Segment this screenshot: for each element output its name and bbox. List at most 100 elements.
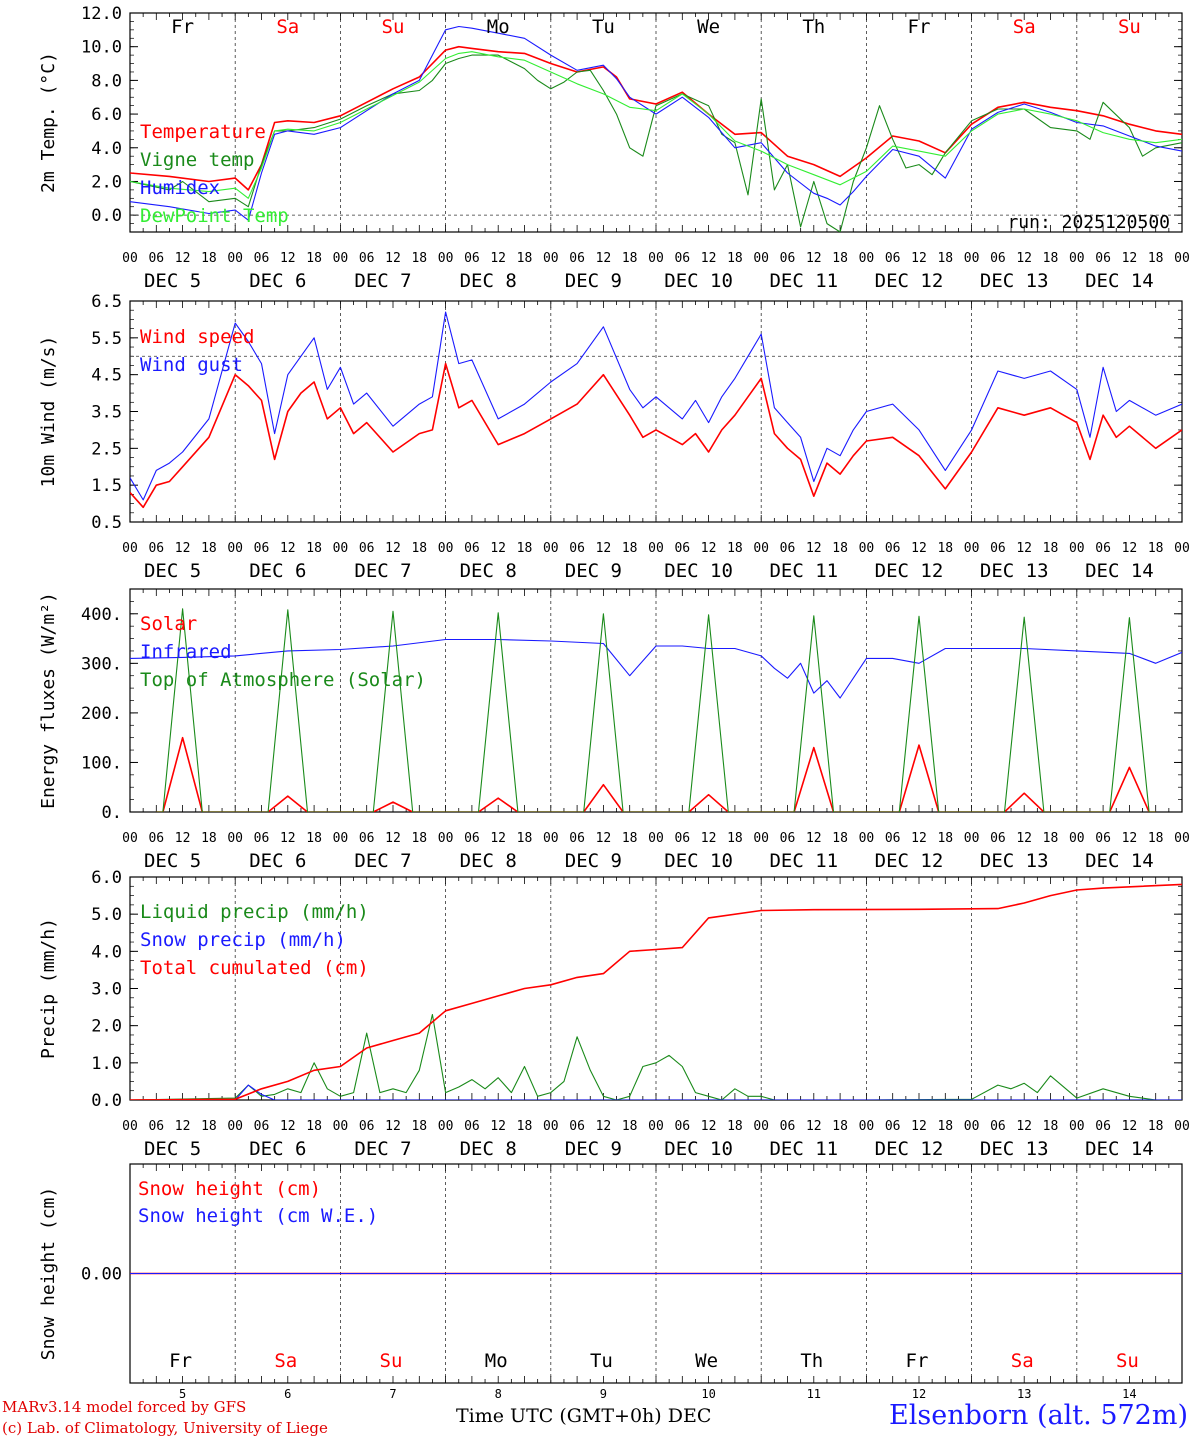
date-label: DEC 13	[980, 1138, 1049, 1160]
date-label: DEC 12	[875, 270, 944, 292]
y-tick-label: 0.0	[91, 206, 122, 226]
date-label: DEC 11	[769, 1138, 838, 1160]
hour-tick-label: 18	[937, 1119, 953, 1134]
hour-tick-label: 12	[175, 251, 191, 266]
hour-tick-label: 12	[490, 831, 506, 846]
y-tick-label: 1.5	[91, 476, 122, 496]
panel-temperature: 0.0 2.0 4.0 6.0 8.0 10.0 12.0 2m Temp. (°C) Temp…	[38, 4, 1190, 292]
hour-tick-label: 00	[227, 1119, 243, 1134]
date-label: DEC 12	[875, 560, 944, 582]
date-label: 6	[284, 1387, 291, 1401]
date-label: DEC 12	[875, 850, 944, 872]
hour-tick-label: 00	[753, 1119, 769, 1134]
y-tick-label: 6.5	[91, 292, 122, 312]
day-label: Tu	[590, 1350, 613, 1372]
hour-tick-label: 12	[175, 1119, 191, 1134]
panel-energy: 0. 100. 200. 300. 400. Energy fluxes (W/m²) So…	[38, 588, 1190, 872]
hour-tick-label: 06	[359, 541, 375, 556]
hour-tick-label: 18	[622, 251, 638, 266]
date-label: DEC 13	[980, 850, 1049, 872]
y-tick-label: 4.5	[91, 366, 122, 386]
hour-tick-label: 00	[1174, 1119, 1190, 1134]
hour-tick-label: 06	[990, 1119, 1006, 1134]
date-label: DEC 8	[460, 270, 517, 292]
hour-tick-label: 18	[517, 251, 533, 266]
date-label: DEC 9	[565, 1138, 622, 1160]
hour-tick-label: 12	[1122, 251, 1138, 266]
hour-tick-label: 06	[674, 1119, 690, 1134]
hour-tick-label: 12	[490, 541, 506, 556]
hour-tick-label: 06	[780, 831, 796, 846]
hour-tick-label: 06	[990, 541, 1006, 556]
date-label: DEC 5	[144, 560, 201, 582]
run-label: run: 2025120500	[1007, 212, 1170, 233]
y-axis-label: 2m Temp. (°C)	[38, 52, 59, 193]
hour-tick-label: 12	[596, 541, 612, 556]
hour-tick-label: 18	[937, 251, 953, 266]
day-label: Fr	[908, 16, 931, 38]
hour-tick-label: 00	[859, 831, 875, 846]
hour-tick-label: 00	[122, 541, 138, 556]
hour-tick-label: 00	[543, 1119, 559, 1134]
credit-lab: (c) Lab. of Climatology, University of L…	[2, 1419, 328, 1437]
day-label: Sa	[1011, 1350, 1034, 1372]
hour-tick-label: 06	[885, 1119, 901, 1134]
hour-tick-label: 06	[254, 251, 270, 266]
date-label: DEC 11	[769, 850, 838, 872]
hour-tick-label: 12	[806, 251, 822, 266]
hour-tick-label: 12	[385, 831, 401, 846]
hour-tick-label: 06	[464, 1119, 480, 1134]
day-label: We	[695, 1350, 718, 1372]
hour-tick-label: 06	[148, 251, 164, 266]
day-label: Su	[1116, 1350, 1139, 1372]
day-label: Su	[380, 1350, 403, 1372]
y-axis-label: Precip (mm/h)	[38, 918, 59, 1059]
hour-tick-label: 12	[596, 251, 612, 266]
hour-tick-label: 12	[1122, 541, 1138, 556]
y-axis-label: 10m Wind (m/s)	[38, 336, 59, 488]
hour-tick-label: 12	[701, 831, 717, 846]
date-label: DEC 6	[249, 850, 306, 872]
legend-entry: Wind speed	[140, 326, 254, 348]
hour-tick-label: 00	[333, 251, 349, 266]
hour-tick-label: 06	[885, 541, 901, 556]
legend-entry: Total cumulated (cm)	[140, 957, 369, 979]
date-label: 11	[807, 1387, 821, 1401]
date-label: DEC 10	[664, 850, 733, 872]
legend-entry: Infrared	[140, 641, 232, 663]
date-label: DEC 6	[249, 270, 306, 292]
hour-tick-label: 12	[701, 251, 717, 266]
date-label: DEC 12	[875, 1138, 944, 1160]
day-label: Tu	[592, 16, 615, 38]
date-label: 12	[912, 1387, 926, 1401]
legend-entry: DewPoint Temp	[140, 205, 289, 227]
hour-tick-label: 18	[306, 541, 322, 556]
hour-tick-label: 18	[622, 1119, 638, 1134]
hour-tick-label: 00	[964, 1119, 980, 1134]
date-label: 7	[389, 1387, 396, 1401]
day-label: Th	[802, 16, 825, 38]
day-label: Su	[1118, 16, 1141, 38]
y-tick-label: 10.0	[81, 38, 122, 58]
day-label: Mo	[485, 1350, 508, 1372]
hour-tick-label: 06	[780, 541, 796, 556]
y-tick-label: 12.0	[81, 4, 122, 24]
hour-tick-label: 00	[438, 1119, 454, 1134]
hour-tick-label: 06	[254, 831, 270, 846]
hour-tick-label: 00	[859, 251, 875, 266]
date-label: DEC 8	[460, 560, 517, 582]
panel-snow: 0.00 Snow height (cm) Snow height (cm) Snow…	[38, 1163, 1183, 1401]
hour-tick-label: 12	[911, 541, 927, 556]
hour-tick-label: 00	[1069, 251, 1085, 266]
date-label: DEC 10	[664, 560, 733, 582]
hour-tick-label: 18	[1043, 251, 1059, 266]
y-tick-label: 1.0	[91, 1054, 122, 1074]
hour-tick-label: 06	[1095, 251, 1111, 266]
hour-tick-label: 00	[648, 541, 664, 556]
hour-tick-label: 00	[753, 251, 769, 266]
hour-tick-label: 18	[411, 541, 427, 556]
hour-tick-label: 00	[648, 251, 664, 266]
hour-tick-label: 18	[1043, 1119, 1059, 1134]
legend-entry: Snow precip (mm/h)	[140, 929, 346, 951]
